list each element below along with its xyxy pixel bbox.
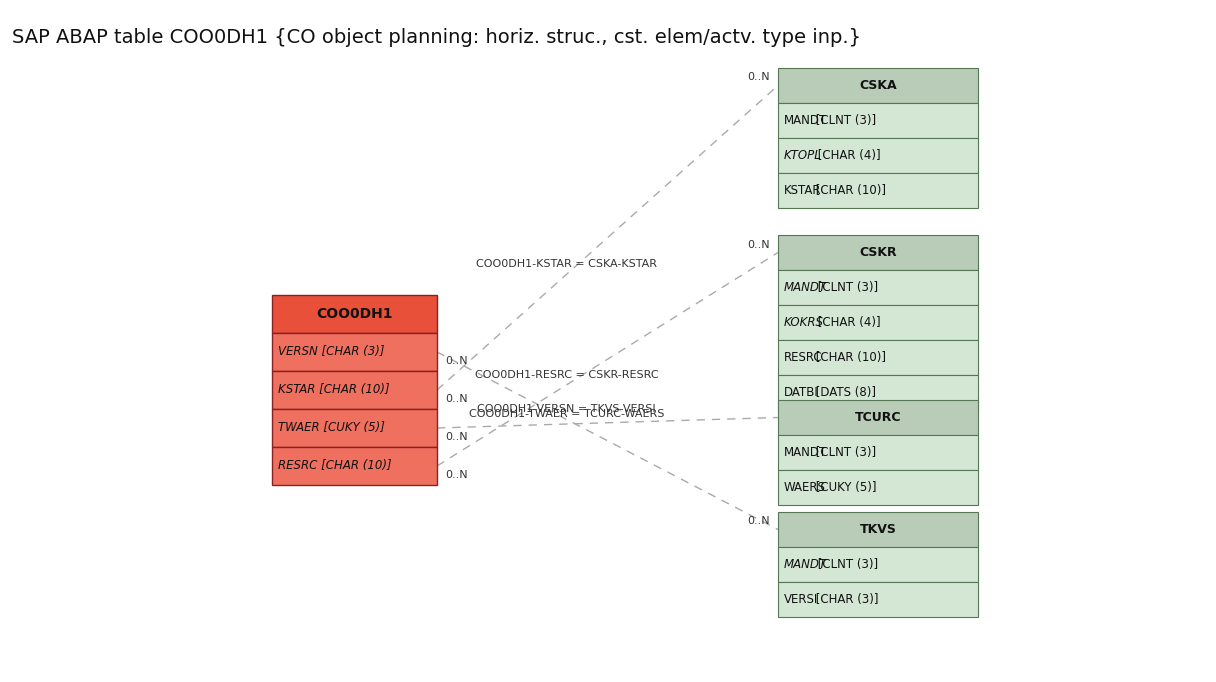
Text: 0..N: 0..N xyxy=(748,72,770,83)
Bar xyxy=(778,138,978,173)
Text: 0..N: 0..N xyxy=(445,470,468,480)
Text: COO0DH1-RESRC = CSKR-RESRC: COO0DH1-RESRC = CSKR-RESRC xyxy=(474,370,658,380)
Bar xyxy=(778,470,978,505)
Text: KSTAR: KSTAR xyxy=(784,184,822,197)
Bar xyxy=(272,447,437,485)
Text: WAERS: WAERS xyxy=(784,481,826,494)
Text: 0..N: 0..N xyxy=(445,394,468,404)
Text: [CHAR (10)]: [CHAR (10)] xyxy=(812,184,886,197)
Text: CSKR: CSKR xyxy=(860,246,897,259)
Text: [CLNT (3)]: [CLNT (3)] xyxy=(812,446,876,459)
Bar xyxy=(272,333,437,371)
Bar xyxy=(778,400,978,435)
Text: 0..N: 0..N xyxy=(748,516,770,527)
Bar xyxy=(778,435,978,470)
Text: 0..N: 0..N xyxy=(445,356,468,366)
Text: VERSI: VERSI xyxy=(784,593,818,606)
Text: DATBI: DATBI xyxy=(784,386,818,399)
Text: SAP ABAP table COO0DH1 {CO object planning: horiz. struc., cst. elem/actv. type : SAP ABAP table COO0DH1 {CO object planni… xyxy=(12,28,861,47)
Text: [CLNT (3)]: [CLNT (3)] xyxy=(812,114,876,127)
Text: [DATS (8)]: [DATS (8)] xyxy=(812,386,876,399)
Text: TKVS: TKVS xyxy=(860,523,896,536)
Bar xyxy=(778,340,978,375)
Text: MANDT: MANDT xyxy=(784,446,827,459)
Text: COO0DH1-TWAER = TCURC-WAERS: COO0DH1-TWAER = TCURC-WAERS xyxy=(469,409,664,419)
Text: KTOPL: KTOPL xyxy=(784,149,822,162)
Bar xyxy=(272,371,437,409)
Bar xyxy=(778,270,978,305)
Text: TWAER [CUKY (5)]: TWAER [CUKY (5)] xyxy=(278,421,385,434)
Text: VERSN [CHAR (3)]: VERSN [CHAR (3)] xyxy=(278,346,384,359)
Bar xyxy=(778,512,978,547)
Text: MANDT: MANDT xyxy=(784,114,827,127)
Text: 0..N: 0..N xyxy=(445,432,468,442)
Text: [CHAR (10)]: [CHAR (10)] xyxy=(812,351,886,364)
Text: COO0DH1-KSTAR = CSKA-KSTAR: COO0DH1-KSTAR = CSKA-KSTAR xyxy=(477,259,657,269)
Text: [CUKY (5)]: [CUKY (5)] xyxy=(812,481,877,494)
Bar xyxy=(778,547,978,582)
Text: COO0DH1: COO0DH1 xyxy=(316,307,393,321)
Text: [CHAR (3)]: [CHAR (3)] xyxy=(812,593,878,606)
Text: [CLNT (3)]: [CLNT (3)] xyxy=(814,281,878,294)
Text: KSTAR [CHAR (10)]: KSTAR [CHAR (10)] xyxy=(278,383,389,396)
Bar xyxy=(272,409,437,447)
Bar xyxy=(778,305,978,340)
Bar xyxy=(778,103,978,138)
Text: RESRC: RESRC xyxy=(784,351,823,364)
Bar xyxy=(778,582,978,617)
Text: COO0DH1-VERSN = TKVS-VERSI: COO0DH1-VERSN = TKVS-VERSI xyxy=(477,404,655,415)
Text: MANDT: MANDT xyxy=(784,281,827,294)
Bar xyxy=(778,68,978,103)
Bar xyxy=(778,173,978,208)
Text: MANDT: MANDT xyxy=(784,558,827,571)
Text: CSKA: CSKA xyxy=(860,79,897,92)
Text: [CHAR (4)]: [CHAR (4)] xyxy=(814,149,880,162)
Text: KOKRS: KOKRS xyxy=(784,316,824,329)
Text: TCURC: TCURC xyxy=(855,411,901,424)
Bar xyxy=(272,295,437,333)
Text: [CHAR (4)]: [CHAR (4)] xyxy=(814,316,880,329)
Text: RESRC [CHAR (10)]: RESRC [CHAR (10)] xyxy=(278,460,392,473)
Bar xyxy=(778,235,978,270)
Text: [CLNT (3)]: [CLNT (3)] xyxy=(814,558,878,571)
Bar xyxy=(778,375,978,410)
Text: 0..N: 0..N xyxy=(748,239,770,250)
